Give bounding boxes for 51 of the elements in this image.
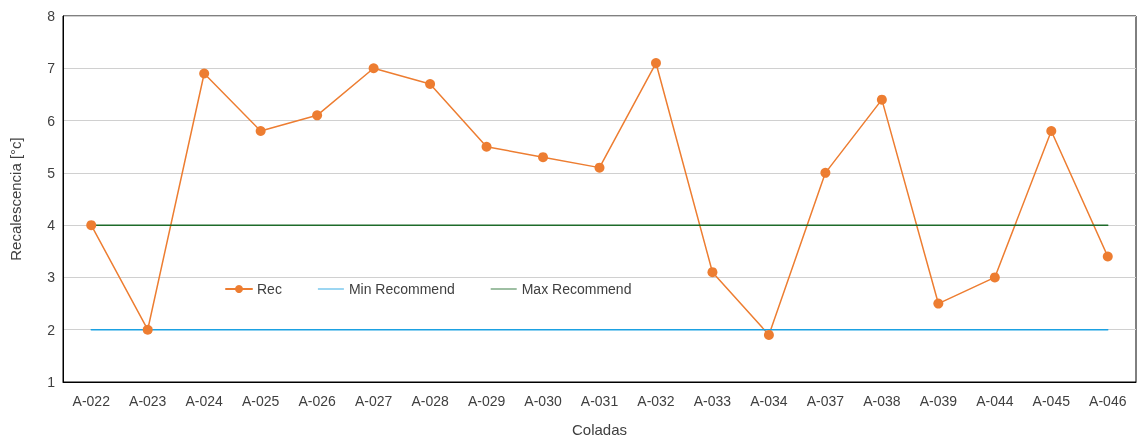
x-tick-label: A-026: [298, 393, 337, 409]
x-axis-title: Coladas: [571, 421, 628, 438]
x-tick-label: A-028: [411, 393, 449, 409]
y-tick-label: 1: [47, 374, 56, 390]
x-tick-label: A-030: [524, 393, 562, 409]
x-tick-label: A-046: [1089, 393, 1127, 409]
point: [425, 78, 436, 89]
y-tick-label: 7: [47, 60, 56, 77]
x-tick-label: A-044: [976, 393, 1014, 409]
point: [650, 58, 661, 69]
y-tick-label: 5: [47, 164, 56, 181]
x-tick-label: A-038: [863, 393, 901, 409]
y-tick-label: 6: [47, 112, 56, 129]
point: [707, 267, 718, 278]
point: [142, 324, 153, 335]
point: [763, 329, 774, 340]
point: [86, 220, 97, 231]
x-tick-label: A-022: [72, 393, 111, 409]
legend-label: Min Recommend: [348, 281, 455, 297]
point: [876, 94, 887, 105]
x-tick-label: A-032: [637, 393, 675, 409]
legend-label: Rec: [257, 281, 282, 297]
point: [1046, 126, 1057, 137]
y-axis-title: Recalescencia [°c]: [7, 137, 24, 261]
x-tick-label: A-027: [354, 393, 393, 409]
y-tick-label: 2: [47, 321, 56, 338]
point: [312, 110, 323, 121]
point: [255, 126, 266, 137]
point: [820, 167, 831, 178]
point: [481, 141, 492, 152]
point: [368, 63, 379, 74]
x-tick-label: A-037: [806, 393, 845, 409]
point: [933, 298, 944, 309]
x-tick-label: A-023: [129, 393, 167, 409]
point: [1102, 251, 1113, 262]
y-tick-label: 4: [47, 217, 56, 234]
point: [989, 272, 1000, 283]
x-tick-label: A-029: [467, 393, 506, 409]
point: [199, 68, 210, 79]
x-tick-label: A-024: [185, 393, 224, 409]
y-tick-label: 3: [47, 269, 56, 286]
y-tick-label: 8: [47, 8, 56, 24]
x-tick-label: A-033: [693, 393, 732, 409]
x-tick-label: A-025: [241, 393, 280, 409]
point: [538, 152, 549, 163]
x-tick-label: A-045: [1032, 393, 1071, 409]
legend-label: Max Recommend: [521, 281, 632, 297]
x-tick-label: A-031: [580, 393, 619, 409]
x-tick-label: A-034: [750, 393, 788, 409]
point: [594, 162, 605, 173]
x-tick-label: A-039: [919, 393, 958, 409]
